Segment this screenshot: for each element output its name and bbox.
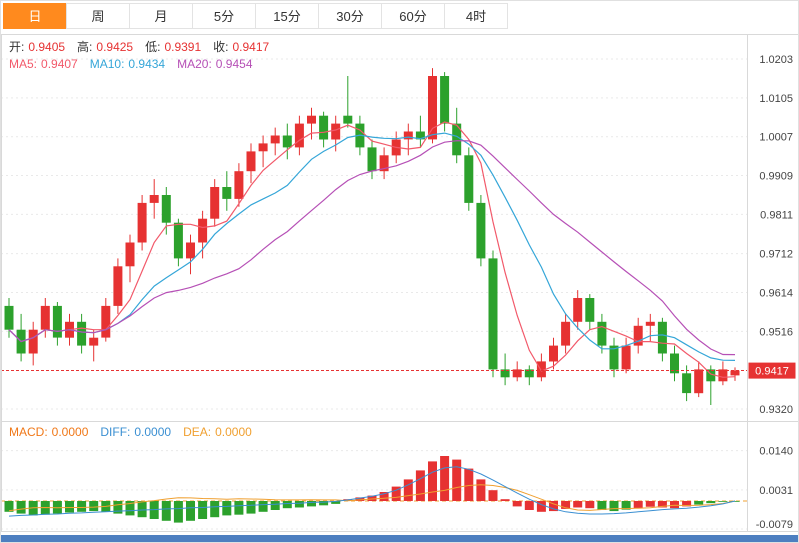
price-axis-labels: 1.0203 1.0105 1.0007 0.9909 0.9811 0.9712 0.96…	[759, 54, 793, 416]
tab-min60[interactable]: 60分	[381, 3, 445, 29]
tab-day[interactable]: 日	[3, 3, 67, 29]
open-label: 开:	[9, 40, 25, 54]
macd-gridlines	[1, 450, 747, 530]
tab-min5[interactable]: 5分	[192, 3, 256, 29]
svg-text:0.9516: 0.9516	[759, 326, 793, 338]
chart-borders	[1, 34, 798, 532]
svg-text:0.9712: 0.9712	[759, 249, 793, 261]
svg-text:0.9909: 0.9909	[759, 171, 793, 183]
svg-text:-0.0079: -0.0079	[756, 519, 793, 531]
high-value: 0.9425	[96, 40, 134, 54]
close-value: 0.9417	[232, 40, 270, 54]
ma5-line	[8, 121, 736, 378]
diff-line	[8, 466, 736, 517]
macd-info-bar: MACD: 0.0000 DIFF: 0.0000 DEA: 0.0000	[9, 425, 256, 439]
ma5-value: 0.9407	[41, 57, 78, 71]
candles-layer	[4, 68, 740, 405]
price-gridlines	[1, 58, 747, 410]
high-label: 高:	[77, 40, 93, 54]
svg-text:0.9320: 0.9320	[759, 404, 793, 416]
ohlc-info-bar: 开: 0.9405 高: 0.9425 低: 0.9391 收: 0.9417	[9, 38, 273, 55]
svg-text:1.0105: 1.0105	[759, 93, 793, 105]
diff-label: DIFF:	[100, 425, 131, 439]
timeframe-tabbar: 日周月 5分 15分 30分 60分 4时	[3, 3, 508, 29]
tab-hour4[interactable]: 4时	[444, 3, 508, 29]
current-price-badge: 0.9417	[748, 362, 796, 379]
open-value: 0.9405	[28, 40, 66, 54]
ma20-value: 0.9454	[215, 57, 253, 71]
close-label: 收:	[213, 40, 229, 54]
svg-text:0.9811: 0.9811	[760, 209, 793, 221]
svg-text:0.0031: 0.0031	[759, 485, 793, 497]
ma5-label: MA5:	[9, 57, 38, 71]
tab-min30[interactable]: 30分	[318, 3, 382, 29]
macd-value: 0.0000	[51, 425, 89, 439]
ma10-label: MA10:	[89, 57, 125, 71]
bottom-scrollbar[interactable]	[1, 535, 798, 542]
svg-text:0.0140: 0.0140	[759, 446, 793, 458]
dea-value: 0.0000	[215, 425, 252, 439]
macd-label: MACD:	[9, 425, 48, 439]
ma20-line	[8, 140, 736, 356]
svg-text:1.0007: 1.0007	[759, 132, 793, 144]
macd-histogram	[4, 456, 740, 523]
svg-text:1.0203: 1.0203	[759, 54, 793, 66]
low-label: 低:	[145, 40, 161, 54]
ma10-value: 0.9434	[128, 57, 166, 71]
svg-text:0.9614: 0.9614	[759, 288, 793, 300]
macd-axis-labels: 0.0140 0.0031 -0.0079	[756, 446, 793, 531]
svg-text:0.9417: 0.9417	[755, 366, 789, 378]
low-value: 0.9391	[164, 40, 202, 54]
tab-month[interactable]: 月	[129, 3, 193, 29]
dea-line	[8, 484, 736, 512]
diff-value: 0.0000	[134, 425, 172, 439]
ma20-label: MA20:	[177, 57, 212, 71]
dea-label: DEA:	[183, 425, 212, 439]
tab-week[interactable]: 周	[66, 3, 130, 29]
ma-info-bar: MA5: 0.9407 MA10: 0.9434 MA20: 0.9454	[9, 57, 257, 71]
tab-min15[interactable]: 15分	[255, 3, 319, 29]
ma10-line	[8, 132, 736, 361]
